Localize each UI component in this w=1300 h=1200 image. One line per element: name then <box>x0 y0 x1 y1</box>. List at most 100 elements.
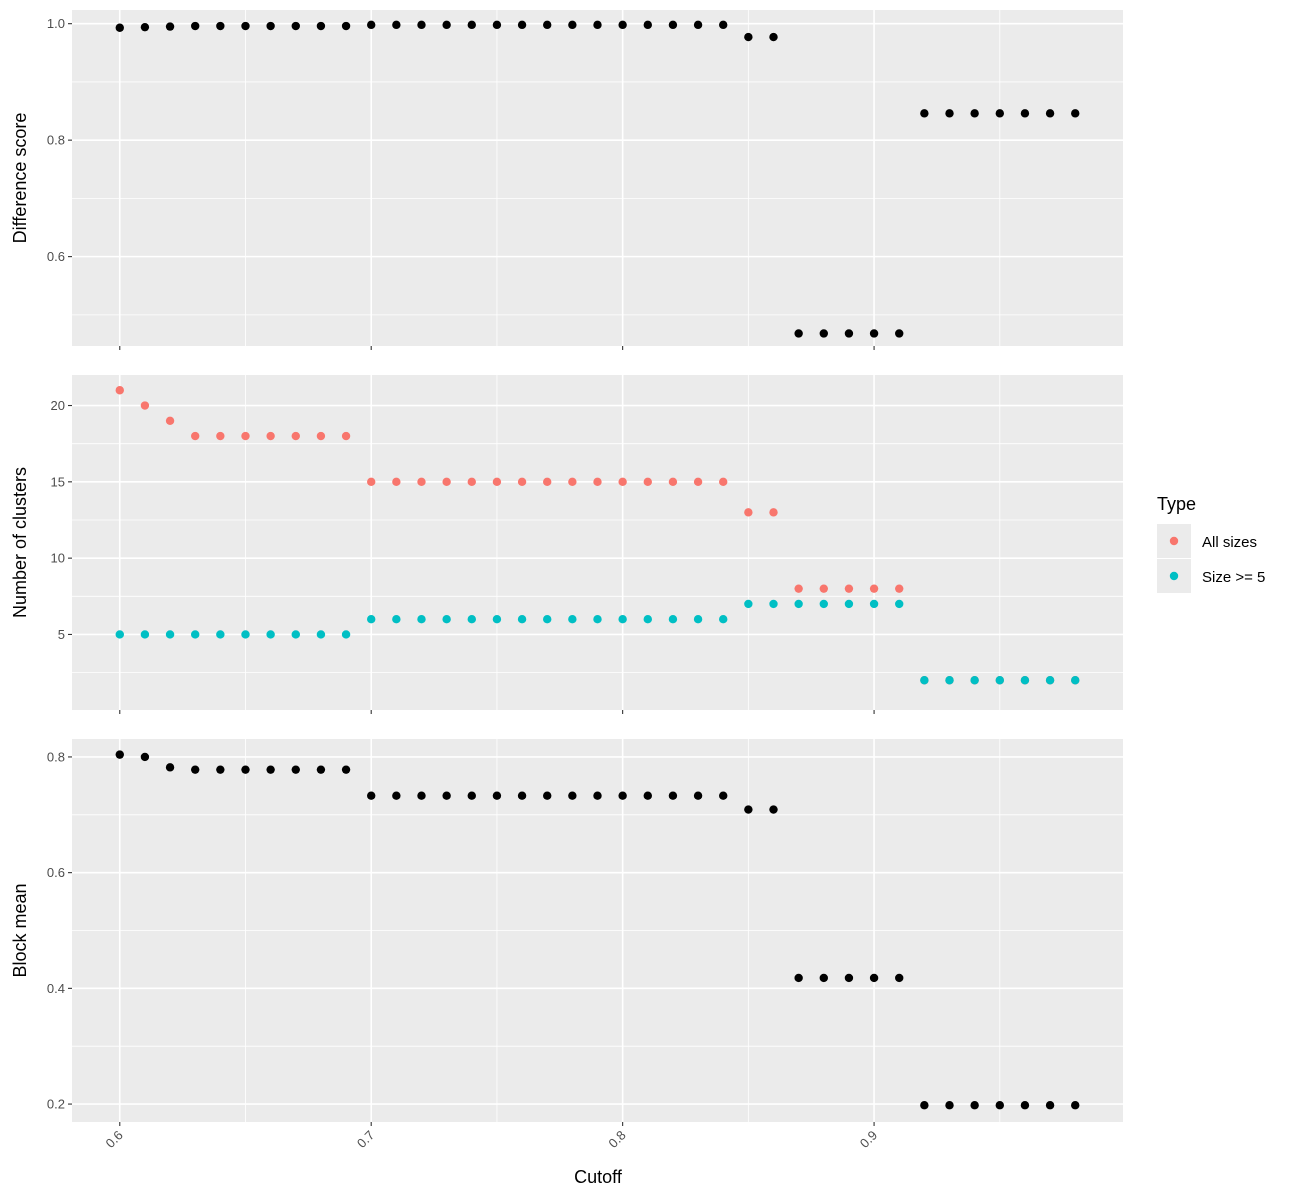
data-point <box>995 109 1004 118</box>
data-point <box>191 765 200 774</box>
data-point <box>744 805 753 814</box>
data-point <box>417 20 426 30</box>
data-point <box>895 599 904 609</box>
data-point <box>945 1101 954 1110</box>
data-point <box>341 630 351 639</box>
data-point <box>266 21 275 31</box>
series-1 <box>115 20 1080 338</box>
data-point <box>241 431 250 441</box>
x-tick-label: 0.7 <box>354 1128 377 1151</box>
data-point <box>241 765 250 774</box>
data-point <box>266 765 275 774</box>
data-point <box>316 431 326 441</box>
data-point <box>869 599 879 609</box>
data-point <box>593 20 602 30</box>
data-point <box>593 614 602 624</box>
y-tick-label: 0.6 <box>47 865 65 880</box>
y-axis-title: Number of clusters <box>10 467 30 618</box>
data-point <box>693 791 703 800</box>
data-point <box>593 791 602 800</box>
data-point <box>568 20 577 30</box>
data-point <box>442 20 451 30</box>
data-point <box>945 109 954 118</box>
data-point <box>920 1101 929 1110</box>
data-point <box>492 20 502 30</box>
data-point <box>543 791 552 800</box>
y-tick-label: 0.8 <box>47 133 65 148</box>
x-tick-label: 0.9 <box>857 1128 880 1151</box>
data-point <box>643 614 652 624</box>
data-point <box>417 477 426 487</box>
data-point <box>568 477 577 487</box>
panel-background <box>72 10 1123 346</box>
data-point <box>492 791 502 800</box>
data-point <box>744 508 753 517</box>
data-point <box>392 791 401 800</box>
data-point <box>216 765 225 774</box>
y-tick-label: 15 <box>51 474 65 489</box>
y-tick-label: 0.4 <box>47 981 65 996</box>
data-point <box>693 20 703 30</box>
legend-label-all-sizes: All sizes <box>1202 534 1257 551</box>
data-point <box>769 599 778 609</box>
data-point <box>442 614 451 624</box>
data-point <box>341 21 351 31</box>
y-axis-title: Block mean <box>10 883 30 977</box>
data-point <box>392 614 401 624</box>
y-tick-label: 5 <box>58 627 65 642</box>
data-point <box>643 20 652 30</box>
data-point <box>467 20 476 30</box>
legend-key-all-sizes <box>1169 536 1179 546</box>
y-tick-label: 0.6 <box>47 249 65 264</box>
data-point <box>995 1101 1004 1110</box>
x-axis-title: Cutoff <box>574 1167 623 1187</box>
data-point <box>442 791 451 800</box>
data-point <box>291 431 300 441</box>
y-tick-label: 1.0 <box>47 16 65 31</box>
data-point <box>1071 676 1080 685</box>
data-point <box>140 401 150 410</box>
data-point <box>618 614 627 624</box>
data-point <box>241 21 250 31</box>
data-point <box>442 477 451 487</box>
data-point <box>341 431 351 441</box>
y-tick-label: 10 <box>51 551 65 566</box>
data-point <box>316 765 326 774</box>
data-point <box>744 599 753 609</box>
legend-title: Type <box>1157 494 1196 514</box>
data-point <box>643 477 652 487</box>
data-point <box>668 614 678 624</box>
data-point <box>216 630 225 639</box>
data-point <box>115 750 124 759</box>
data-point <box>744 32 753 42</box>
data-point <box>367 791 376 800</box>
data-point <box>618 477 627 487</box>
data-point <box>316 630 326 639</box>
data-point <box>668 20 678 30</box>
data-point <box>794 584 803 593</box>
panel-1: 0.6 0.8 1.0 Difference score <box>10 10 1123 350</box>
panel-3: 0.2 0.4 0.6 0.8 Block mean <box>10 739 1123 1126</box>
data-point <box>291 765 300 774</box>
data-point <box>1020 1101 1030 1110</box>
data-point <box>165 630 175 639</box>
data-point <box>266 431 275 441</box>
series-1 <box>115 750 1080 1110</box>
data-point <box>970 676 979 685</box>
data-point <box>367 20 376 30</box>
x-tick-label: 0.8 <box>605 1128 628 1151</box>
data-point <box>140 630 150 639</box>
data-point <box>970 1101 979 1110</box>
data-point <box>794 329 803 338</box>
data-point <box>1020 109 1030 118</box>
data-point <box>568 614 577 624</box>
data-point <box>618 791 627 800</box>
x-tick-label: 0.6 <box>103 1128 126 1151</box>
data-point <box>492 477 502 487</box>
data-point <box>1020 676 1030 685</box>
data-point <box>794 973 803 983</box>
data-point <box>467 477 476 487</box>
data-point <box>165 763 175 772</box>
data-point <box>869 584 879 593</box>
